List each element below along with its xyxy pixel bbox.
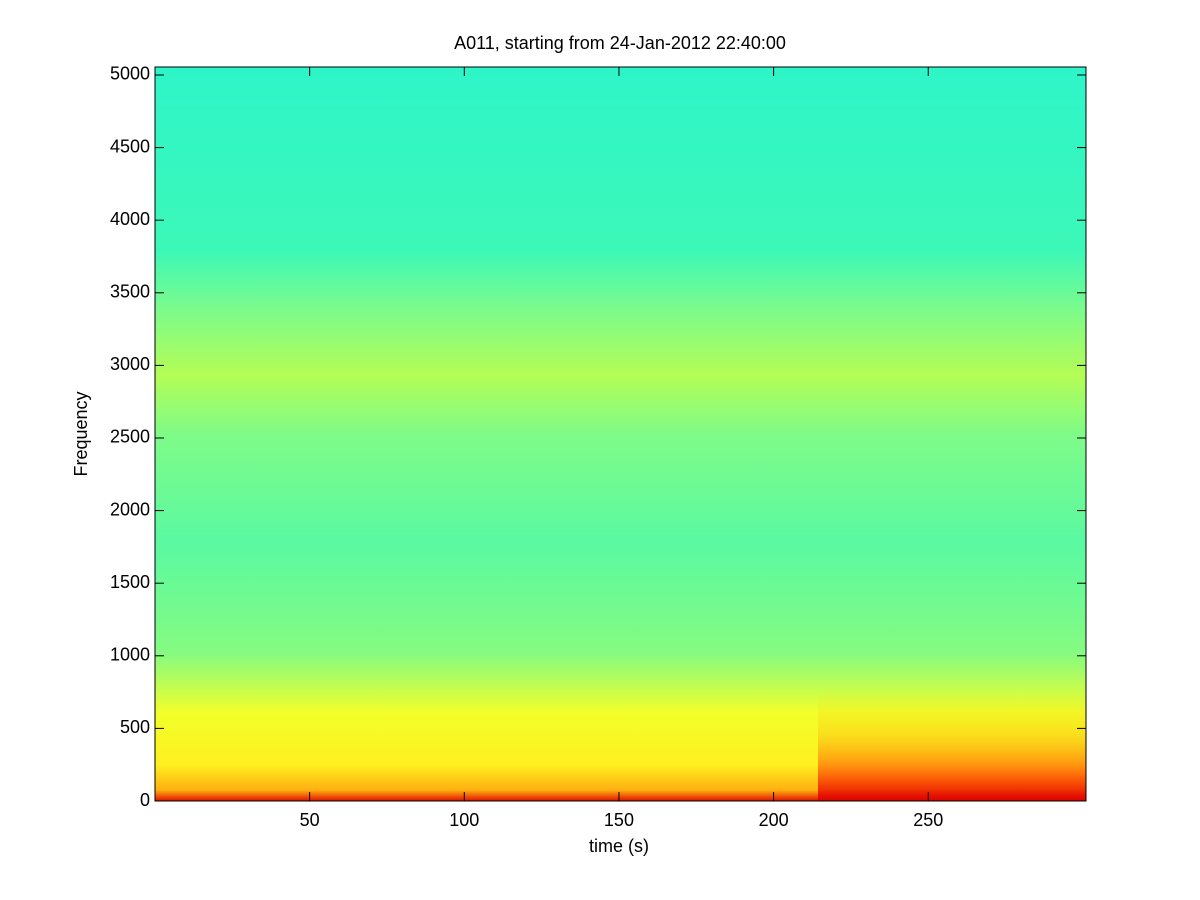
x-tick-label: 200 (759, 810, 789, 830)
y-tick-label: 0 (140, 790, 150, 810)
y-tick-label: 5000 (110, 64, 150, 84)
y-tick-label: 2500 (110, 427, 150, 447)
y-tick-label: 4000 (110, 209, 150, 229)
y-tick-label: 3000 (110, 354, 150, 374)
y-tick-label: 3500 (110, 282, 150, 302)
y-tick-label: 1500 (110, 572, 150, 592)
x-tick-label: 100 (449, 810, 479, 830)
x-axis-label: time (s) (589, 836, 649, 856)
x-tick-label: 50 (300, 810, 320, 830)
chart-title: A011, starting from 24-Jan-2012 22:40:00 (454, 33, 786, 53)
x-tick-label: 250 (913, 810, 943, 830)
y-tick-label: 1000 (110, 645, 150, 665)
y-tick-label: 4500 (110, 136, 150, 156)
spectrogram-hot-region (818, 690, 1086, 801)
y-tick-label: 2000 (110, 499, 150, 519)
y-tick-label: 500 (120, 717, 150, 737)
x-tick-label: 150 (604, 810, 634, 830)
spectrogram-image (155, 67, 1086, 801)
y-axis-label: Frequency (71, 391, 91, 476)
plot-frame (154, 66, 1087, 802)
